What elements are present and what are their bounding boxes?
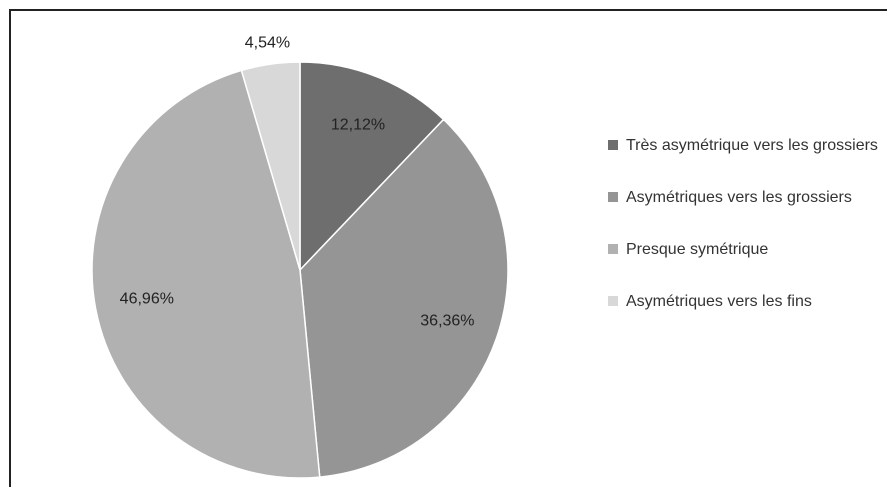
frame	[9, 9, 887, 487]
legend-swatch	[608, 244, 618, 254]
legend-label: Presque symétrique	[626, 241, 769, 258]
pie-slice	[240, 61, 301, 271]
legend-item: Presque symétrique	[608, 234, 878, 266]
pie-slice	[299, 118, 509, 478]
legend-label: Asymétriques vers les grossiers	[626, 189, 852, 206]
legend-item: Asymétriques vers les fins	[608, 286, 878, 318]
legend-item: Très asymétrique vers les grossiers	[608, 130, 878, 162]
legend-swatch	[608, 296, 618, 306]
legend-label: Très asymétrique vers les grossiers	[626, 137, 878, 154]
data-label: 36,36%	[420, 312, 474, 329]
legend-label: Asymétriques vers les fins	[626, 293, 812, 310]
legend-item: Asymétriques vers les grossiers	[608, 182, 878, 214]
data-label: 12,12%	[331, 116, 385, 133]
legend-swatch	[608, 140, 618, 150]
data-label: 4,54%	[245, 35, 290, 52]
data-label: 46,96%	[120, 291, 174, 308]
pie-slice	[299, 61, 445, 272]
pie-slice	[91, 69, 321, 479]
legend-swatch	[608, 192, 618, 202]
legend: Très asymétrique vers les grossiers Asymé…	[608, 130, 878, 338]
